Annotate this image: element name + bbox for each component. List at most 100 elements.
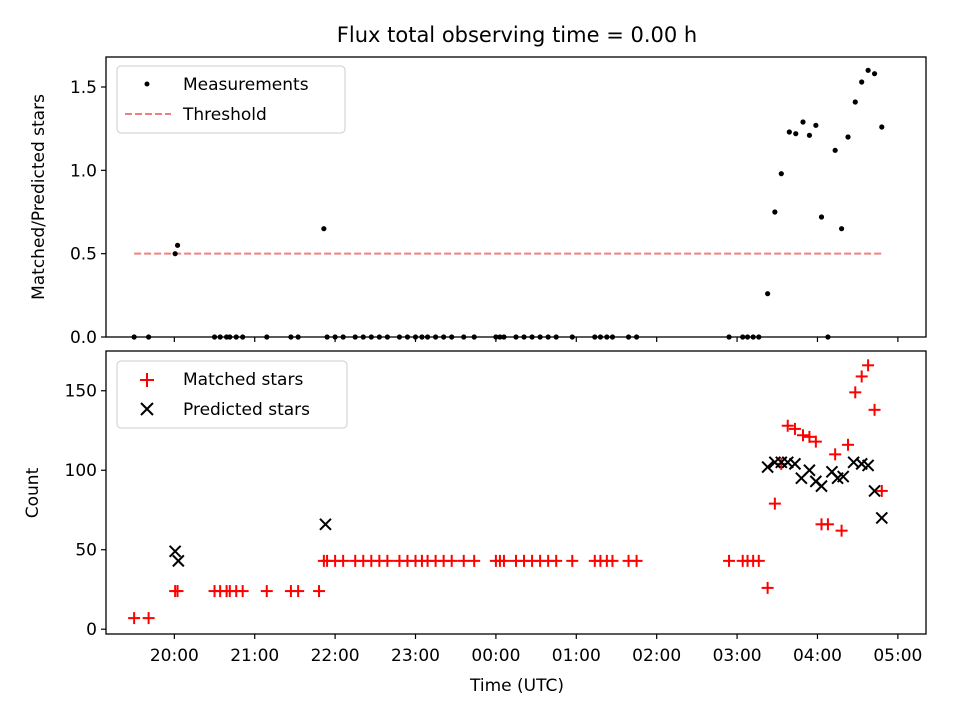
measurement-point: [217, 334, 223, 340]
measurement-point: [501, 334, 507, 340]
measurement-point: [340, 334, 346, 340]
measurement-point: [384, 334, 390, 340]
measurement-point: [793, 131, 799, 137]
matched-star-point: [630, 554, 643, 567]
matched-star-point: [788, 422, 801, 435]
measurement-point: [419, 334, 425, 340]
count-legend-box: [116, 360, 348, 429]
matched-star-point: [457, 554, 470, 567]
measurement-point: [825, 334, 831, 340]
matched-star-point: [835, 524, 848, 537]
measurement-point: [211, 334, 218, 340]
x-tick-label: 05:00: [873, 646, 922, 666]
count-ytick-label: 150: [65, 382, 97, 402]
measurement-point: [529, 334, 535, 340]
predicted-star-point: [836, 470, 850, 483]
matched-star-point: [445, 554, 458, 567]
measurement-point: [813, 122, 819, 128]
measurement-point: [493, 334, 499, 340]
x-axis-label: Time (UTC): [469, 676, 564, 696]
matched-star-point: [768, 497, 781, 510]
legend-matched-marker: [140, 373, 154, 387]
measurement-point: [800, 119, 806, 125]
measurement-points: [131, 67, 885, 340]
x-tick-label: 00:00: [471, 646, 520, 666]
count-panel-ylabel: Count: [23, 467, 43, 518]
matched-star-point: [803, 430, 816, 443]
predicted-star-point: [815, 479, 828, 493]
predicted-star-point: [788, 457, 802, 471]
measurement-point: [726, 334, 732, 340]
measurement-point: [360, 334, 366, 340]
measurement-point: [404, 334, 411, 340]
predicted-star-point: [861, 459, 875, 472]
matched-star-point: [875, 484, 888, 497]
matched-star-point: [337, 554, 350, 567]
matched-star-point: [829, 448, 842, 461]
measurement-point: [449, 334, 455, 340]
count-panel-frame: [105, 350, 927, 635]
measurement-point: [609, 334, 616, 340]
measurement-point: [433, 334, 439, 340]
measurement-point: [597, 334, 604, 340]
count-panel-x-ticks: 20:00 21:00 22:00 23:00 00:00 01:00 02:00 03:00…: [150, 634, 922, 666]
measurement-point: [879, 124, 885, 130]
measurement-point: [592, 334, 598, 340]
figure-title: Flux total observing time = 0.00 h: [337, 23, 697, 47]
matched-star-point: [842, 438, 855, 451]
measurement-point: [806, 132, 813, 138]
measurement-point: [859, 79, 865, 85]
legend-measurements-marker: [144, 81, 150, 87]
matched-star-point: [313, 585, 326, 598]
measurement-point: [332, 334, 338, 340]
matched-star-point: [781, 419, 794, 432]
matched-star-point: [236, 585, 249, 598]
measurement-point: [264, 334, 270, 340]
measurement-point: [740, 334, 746, 340]
matched-star-point: [723, 554, 736, 567]
predicted-star-point: [803, 464, 816, 477]
predicted-star-point: [868, 484, 881, 498]
matched-star-point: [171, 585, 184, 598]
measurement-point: [786, 129, 792, 135]
measurement-point: [521, 334, 527, 340]
measurement-point: [604, 334, 610, 340]
predicted-star-point: [319, 518, 332, 531]
matched-star-point: [868, 403, 881, 416]
measurement-point: [376, 334, 382, 340]
matched-star-point: [142, 612, 155, 625]
measurement-point: [424, 334, 431, 340]
measurement-point: [569, 334, 575, 340]
ratio-legend: Measurements Threshold: [116, 65, 346, 134]
measurement-point: [845, 134, 851, 140]
measurement-point: [513, 334, 519, 340]
count-legend: Matched stars Predicted stars: [116, 360, 348, 429]
matched-star-point: [550, 554, 563, 567]
count-ytick-label: 0: [86, 620, 97, 640]
measurement-point: [174, 242, 181, 248]
x-tick-label: 21:00: [230, 646, 279, 666]
measurement-point: [441, 334, 447, 340]
matched-star-point: [821, 518, 834, 531]
measurement-point: [172, 251, 178, 257]
matched-star-point: [855, 370, 868, 383]
matched-star-point: [260, 585, 273, 598]
measurement-point: [633, 334, 640, 340]
legend-predicted-marker: [140, 402, 154, 416]
measurement-point: [497, 334, 503, 340]
x-tick-label: 22:00: [311, 646, 360, 666]
measurement-point: [396, 334, 403, 340]
count-panel: 0 50 100 150 20:00 21:00 22:00 23:00 00:00 01:00…: [23, 350, 927, 696]
predicted-star-point: [172, 554, 185, 568]
x-tick-label: 02:00: [632, 646, 681, 666]
predicted-star-point: [168, 545, 182, 558]
measurement-point: [750, 334, 756, 340]
legend-predicted-label: Predicted stars: [183, 400, 310, 420]
matched-star-point: [752, 554, 765, 567]
measurement-point: [146, 334, 152, 340]
measurement-point: [871, 71, 878, 77]
measurement-point: [288, 334, 294, 340]
matched-star-point: [809, 435, 822, 448]
matched-star-point: [497, 554, 510, 567]
